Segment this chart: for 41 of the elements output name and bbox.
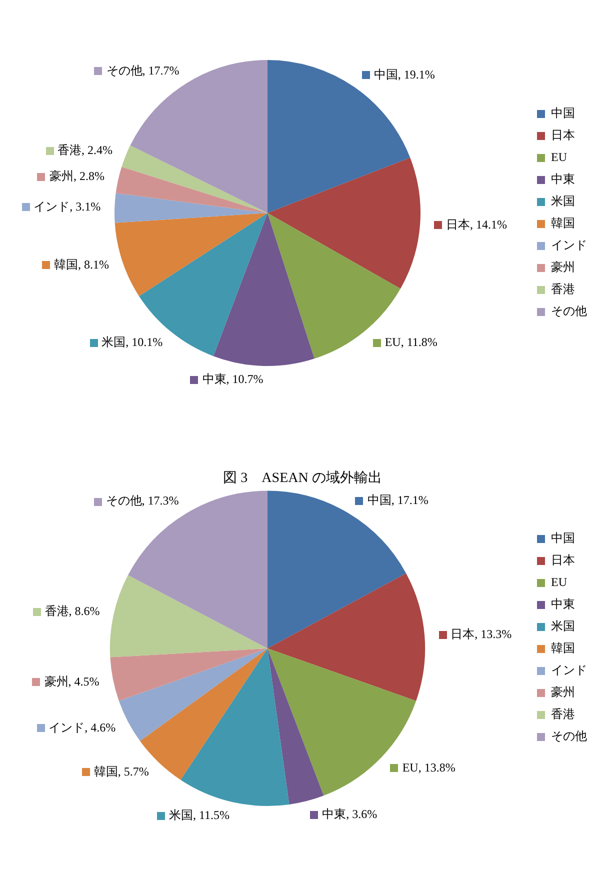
data-label: EU, 11.8%	[384, 334, 438, 349]
legend-label: 米国	[551, 619, 575, 634]
data-label: 豪州, 4.5%	[44, 674, 100, 688]
data-label: 香港, 8.6%	[44, 604, 100, 618]
legend-label: 日本	[551, 553, 575, 568]
data-label: 中国, 17.1%	[367, 493, 428, 508]
legend-label: 韓国	[551, 216, 575, 230]
data-label: 日本, 13.3%	[450, 627, 512, 642]
data-label: 中東, 3.6%	[322, 806, 378, 821]
data-label: その他, 17.3%	[106, 494, 179, 508]
data-label: その他, 17.7%	[106, 63, 180, 78]
data-label: 中東, 10.7%	[202, 372, 264, 386]
legend-label: 中東	[551, 597, 575, 612]
legend-label: 香港	[551, 282, 575, 296]
data-label: 韓国, 8.1%	[54, 258, 109, 272]
legend-label: インド	[551, 663, 587, 678]
data-label: 中国, 19.1%	[374, 67, 435, 82]
legend-label: 中東	[551, 172, 575, 186]
legend-label: 韓国	[551, 641, 575, 656]
data-label: インド, 4.6%	[48, 720, 116, 734]
data-label: 豪州, 2.8%	[49, 168, 104, 183]
legend-label: その他	[551, 304, 587, 318]
legend-label: 米国	[551, 194, 575, 208]
legend-label: その他	[551, 729, 587, 744]
data-label: 香港, 2.4%	[58, 142, 113, 157]
legend-label: 中国	[551, 531, 575, 546]
data-label: 日本, 14.1%	[446, 217, 508, 232]
data-label: EU, 13.8%	[402, 760, 456, 774]
data-label: 米国, 10.1%	[102, 335, 163, 350]
legend-label: 豪州	[551, 260, 575, 274]
legend-label: 中国	[551, 106, 575, 120]
legend-label: 香港	[551, 707, 575, 722]
legend-label: EU	[551, 150, 568, 164]
legend-label: 日本	[551, 128, 575, 142]
data-label: インド, 3.1%	[34, 200, 101, 214]
data-label: 韓国, 5.7%	[94, 764, 149, 779]
legend-label: 豪州	[551, 685, 575, 700]
legend-label: インド	[551, 238, 587, 252]
chart-title: 図 3 ASEAN の域外輸出	[223, 470, 382, 486]
legend-label: EU	[551, 575, 568, 590]
data-label: 米国, 11.5%	[168, 808, 230, 822]
